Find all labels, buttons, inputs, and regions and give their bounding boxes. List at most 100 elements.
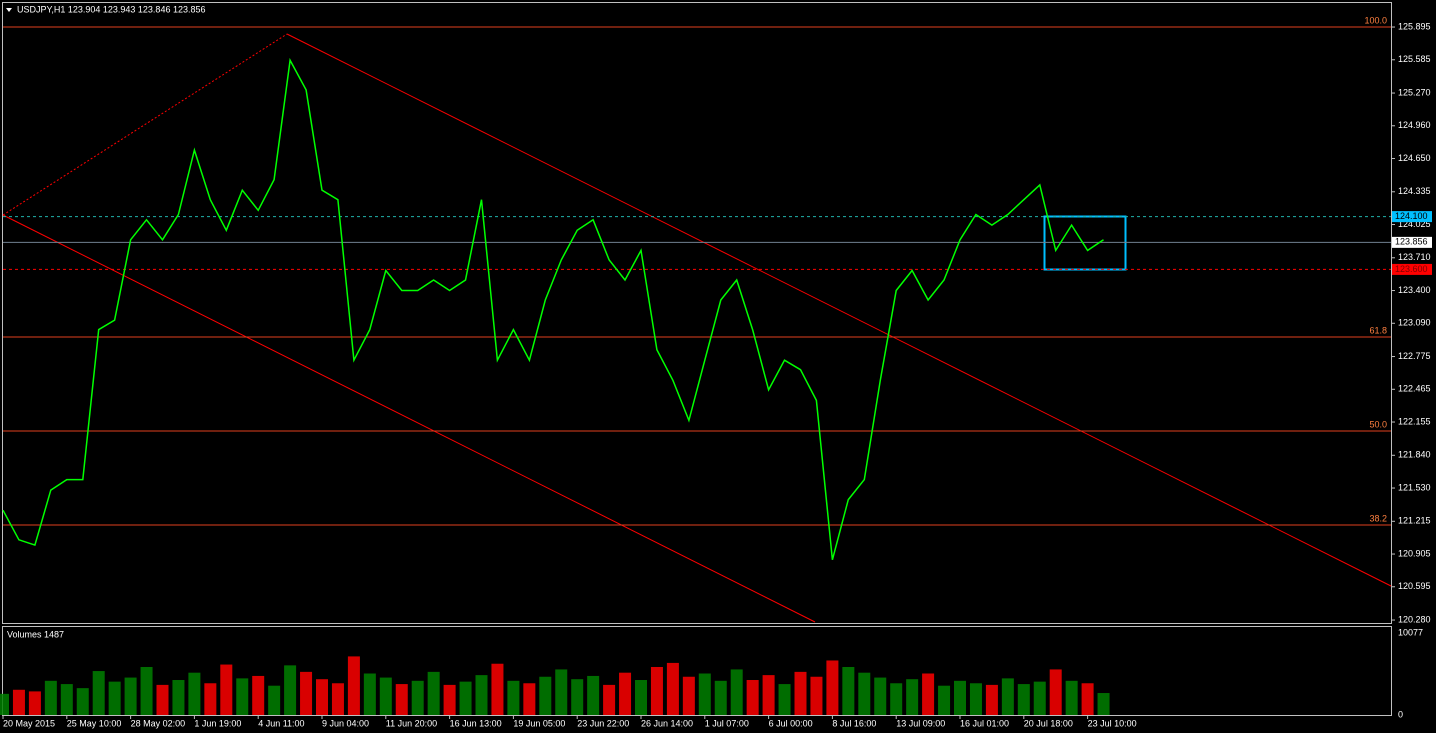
volume-bar [523,683,536,715]
volume-bar [874,677,887,715]
volume-bar [331,683,344,715]
x-tick-label: 6 Jul 00:00 [769,718,813,728]
volume-bar [1017,684,1030,715]
price-line-series [2,57,1104,560]
y-tick-label: 121.840 [1398,450,1431,460]
y-tick-label: 125.585 [1398,54,1431,64]
volume-bar [491,663,504,715]
volume-bar [1097,693,1110,715]
volume-bar [826,660,839,715]
x-tick-label: 23 Jun 22:00 [577,718,629,728]
volume-bar [188,672,201,715]
fib-label: 61.8 [1369,325,1387,335]
volume-bar [60,684,73,715]
y-tick-label: 125.895 [1398,21,1431,31]
y-tick-label: 123.090 [1398,318,1431,328]
x-tick-label: 26 Jun 14:00 [641,718,693,728]
y-tick-label: 123.400 [1398,285,1431,295]
volume-bar [92,671,105,715]
volume-bar [650,666,663,715]
volume-bar [316,679,328,715]
price-label-bg [1392,211,1432,223]
volume-bar [459,681,472,715]
volume-bar [108,681,121,715]
volume-bar [714,680,727,715]
volume-bar [172,680,185,715]
x-tick-label: 8 Jul 16:00 [832,718,876,728]
volume-bar [555,669,568,715]
volume-bar [794,671,807,715]
channel-lower-line [2,214,816,623]
volume-title: Volumes 1487 [7,629,64,639]
volume-bar [954,680,966,715]
volume-bar [76,688,89,715]
x-tick-label: 11 Jun 20:00 [386,718,437,728]
volume-tick-label: 10077 [1398,627,1423,637]
volume-bar [12,689,25,715]
y-tick-label: 122.775 [1398,351,1431,361]
volume-bar [379,677,392,715]
volume-bar [124,677,137,715]
volume-bar [363,673,376,715]
y-tick-label: 124.650 [1398,153,1431,163]
price-label: 123.600 [1395,264,1428,274]
fib-label: 38.2 [1369,513,1387,523]
volume-bar [507,680,520,715]
x-tick-label: 25 May 10:00 [67,718,122,728]
volume-bar [762,675,775,715]
volume-bar [938,685,951,715]
y-tick-label: 121.530 [1398,482,1431,492]
main-panel-frame [2,2,1392,624]
x-tick-label: 19 Jun 05:00 [513,718,565,728]
x-tick-label: 1 Jun 19:00 [194,718,241,728]
volume-bar [140,666,153,715]
y-tick-label: 123.710 [1398,252,1431,262]
volume-bar [571,679,584,715]
volume-bar [1001,678,1014,715]
y-tick-label: 121.215 [1398,516,1431,526]
x-tick-label: 28 May 02:00 [131,718,186,728]
volume-bar [28,691,41,715]
volume-bar [619,672,632,715]
volume-panel-frame [2,626,1392,716]
x-tick-label: 16 Jul 01:00 [960,718,1009,728]
volume-bar [539,676,552,715]
volume-bar [411,680,424,715]
x-tick-label: 23 Jul 10:00 [1088,718,1137,728]
volume-bar [0,693,9,715]
x-tick-label: 16 Jun 13:00 [450,718,502,728]
x-tick-label: 9 Jun 04:00 [322,718,369,728]
y-tick-label: 120.280 [1398,614,1431,624]
y-tick-label: 124.960 [1398,120,1431,130]
volume-bar [44,680,57,715]
menu-arrow [6,8,12,12]
y-tick-label: 124.025 [1398,219,1431,229]
volume-bar [475,675,488,715]
volume-bar [1065,680,1078,715]
y-tick-label: 120.905 [1398,548,1431,558]
volume-bar [922,673,935,715]
volume-bar [682,676,695,715]
volume-bar [587,675,600,715]
volume-bar [395,684,408,715]
volume-bar [427,671,440,715]
volume-bar [284,665,297,715]
volume-bar [347,656,360,715]
x-tick-label: 13 Jul 09:00 [896,718,945,728]
price-label-bg [1392,263,1432,275]
price-label: 124.100 [1395,211,1428,221]
x-tick-label: 20 May 2015 [3,718,55,728]
volume-bar [1033,681,1046,715]
channel-base-line [2,33,288,216]
y-tick-label: 122.155 [1398,416,1431,426]
volume-bar [300,671,313,715]
volume-bar [236,678,249,715]
volume-bar [204,683,217,715]
volume-bar [969,683,982,715]
volume-bar [635,680,647,715]
y-tick-label: 125.270 [1398,87,1431,97]
volume-bar [890,683,903,715]
y-tick-label: 124.335 [1398,186,1431,196]
